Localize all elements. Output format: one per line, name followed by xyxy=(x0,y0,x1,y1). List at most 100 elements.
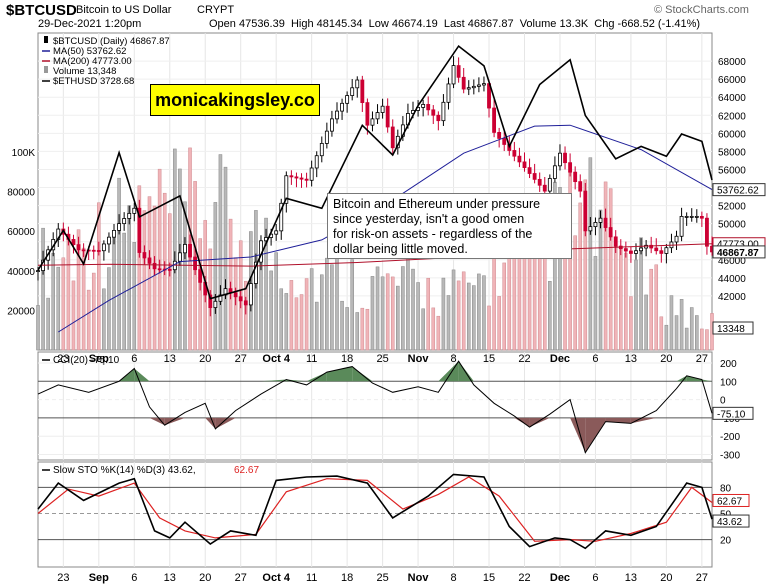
volume-bar xyxy=(644,294,648,351)
volume-bar xyxy=(340,300,344,351)
price-candle xyxy=(279,202,284,232)
volume-bar xyxy=(284,293,289,351)
x-tick-label: Dec xyxy=(550,572,570,584)
volume-bar xyxy=(76,229,81,351)
price-candle xyxy=(684,215,689,218)
volume-bar xyxy=(157,168,162,351)
x-tick-label: 27 xyxy=(235,353,247,365)
x-tick-label: 20 xyxy=(199,572,211,584)
volume-bar xyxy=(56,266,61,351)
value-tag xyxy=(712,514,750,528)
price-candle xyxy=(183,243,187,254)
volume-bar xyxy=(167,213,172,351)
x-tick-label: Sep xyxy=(89,572,109,584)
value-tag xyxy=(712,493,750,507)
cci-fill xyxy=(458,361,474,382)
volume-bar xyxy=(472,285,476,351)
volume-bar xyxy=(421,308,425,351)
price-candle xyxy=(127,212,132,219)
value-tag xyxy=(712,245,766,259)
price-candle xyxy=(385,105,390,128)
volume-tick-label: 20000 xyxy=(7,306,35,317)
volume-bar xyxy=(487,305,491,351)
volume-bar xyxy=(269,270,273,351)
price-candle xyxy=(441,101,446,122)
volume-bar xyxy=(396,285,400,351)
volume-bar xyxy=(598,209,603,351)
x-tick-label: 22 xyxy=(518,572,530,584)
x-tick-label: 8 xyxy=(450,572,456,584)
annotation-line: dollar being little moved. xyxy=(333,242,468,256)
price-candle xyxy=(96,250,101,252)
volume-bar xyxy=(649,268,653,351)
volume-bar xyxy=(320,274,324,351)
price-candle xyxy=(248,283,253,306)
volume-bar xyxy=(664,324,669,351)
x-tick-label: 6 xyxy=(592,353,598,365)
volume-bar xyxy=(91,272,96,351)
price-candle xyxy=(476,84,481,87)
cci-tick-label: 0 xyxy=(720,396,726,407)
volume-bar xyxy=(593,256,598,351)
volume-bar xyxy=(492,248,496,351)
volume-bar xyxy=(608,188,613,351)
price-candle xyxy=(588,226,593,232)
price-candle xyxy=(497,132,502,139)
volume-bar xyxy=(244,280,248,351)
volume-bar xyxy=(183,201,187,351)
price-candle xyxy=(243,300,248,306)
volume-bar xyxy=(441,277,446,351)
volume-bar xyxy=(264,217,268,351)
x-tick-label: 15 xyxy=(483,572,495,584)
volume-bar xyxy=(619,245,623,351)
cci-fill xyxy=(701,379,712,382)
volume-bar xyxy=(102,288,106,351)
volume-bar xyxy=(147,196,152,351)
volume-bar xyxy=(173,148,177,351)
price-candle xyxy=(674,235,679,243)
legend-entry: MA(200) 47773.00 xyxy=(53,56,132,67)
price-tick-label: 46000 xyxy=(718,256,746,267)
volume-bar xyxy=(406,258,410,351)
sto-legend: 62.67 xyxy=(234,465,259,476)
price-candle xyxy=(583,190,588,232)
x-tick-label: 25 xyxy=(376,353,388,365)
volume-bar xyxy=(46,297,50,351)
price-tick-label: 64000 xyxy=(718,93,746,104)
price-candle xyxy=(355,79,360,89)
legend-entry: MA(50) 53762.62 xyxy=(53,46,126,57)
volume-bar xyxy=(299,294,304,351)
volume-bar xyxy=(380,276,385,351)
annotation-box: Bitcoin and Ethereum under pressure sinc… xyxy=(327,193,572,259)
cci-tick-label: -200 xyxy=(720,432,740,443)
x-tick-label: Nov xyxy=(408,572,430,584)
volume-bar xyxy=(294,297,299,351)
cci-fill xyxy=(630,417,657,424)
volume-bar xyxy=(314,301,319,351)
price-candle xyxy=(294,176,299,179)
price-candle xyxy=(233,292,238,298)
cci-fill xyxy=(570,417,586,453)
price-candle xyxy=(613,236,618,247)
volume-bar xyxy=(304,278,309,351)
cci-tick-label: 200 xyxy=(720,359,737,370)
price-tick-label: 44000 xyxy=(718,274,746,285)
volume-bar xyxy=(107,267,111,351)
volume-bar xyxy=(695,315,699,351)
x-tick-label: 22 xyxy=(518,353,530,365)
sto-legend: Slow STO %K(14) %D(3) 43.62, xyxy=(53,465,196,476)
volume-tag xyxy=(712,321,754,335)
volume-bar xyxy=(309,268,314,351)
price-candle xyxy=(664,247,669,254)
x-tick-label: 27 xyxy=(696,572,708,584)
price-candle xyxy=(679,215,684,237)
price-candle xyxy=(375,112,380,120)
price-candle xyxy=(36,270,40,272)
price-candle xyxy=(593,222,598,228)
x-tick-label: 27 xyxy=(696,353,708,365)
volume-bar xyxy=(279,288,284,351)
volume-bar xyxy=(345,307,349,351)
volume-bar xyxy=(502,262,506,351)
price-candle xyxy=(578,181,583,192)
